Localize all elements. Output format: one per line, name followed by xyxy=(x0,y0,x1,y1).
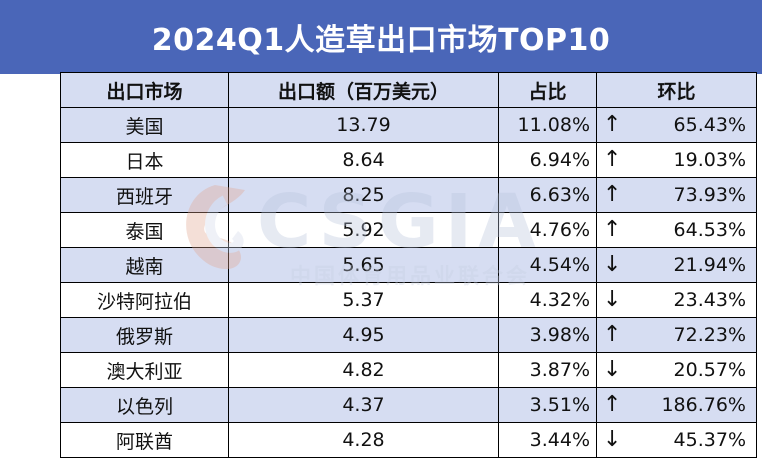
table-body: 美国 13.79 11.08% ↑ 65.43% 日本 8.64 6.94% ↑ 19.03% 西班… xyxy=(60,107,757,458)
cell-change-value: 19.03% xyxy=(673,149,746,171)
cell-change: ↓ 20.57% xyxy=(596,352,757,388)
arrow-up-icon: ↑ xyxy=(603,147,622,172)
cell-market: 以色列 xyxy=(60,387,229,423)
cell-change-value: 186.76% xyxy=(661,394,746,416)
cell-market: 美国 xyxy=(60,107,229,143)
cell-share: 4.54% xyxy=(498,247,597,283)
cell-share: 4.76% xyxy=(498,212,597,248)
cell-change: ↑ 19.03% xyxy=(596,142,757,178)
column-header-market: 出口市场 xyxy=(60,72,229,108)
cell-value: 8.25 xyxy=(228,177,499,213)
table-row: 日本 8.64 6.94% ↑ 19.03% xyxy=(60,142,757,178)
cell-value: 13.79 xyxy=(228,107,499,143)
cell-share: 4.32% xyxy=(498,282,597,318)
column-header-change: 环比 xyxy=(596,72,757,108)
table-row: 阿联酋 4.28 3.44% ↓ 45.37% xyxy=(60,422,757,458)
cell-share: 3.44% xyxy=(498,422,597,458)
cell-change: ↑ 72.23% xyxy=(596,317,757,353)
column-header-value: 出口额（百万美元） xyxy=(228,72,499,108)
cell-change-value: 72.23% xyxy=(673,324,746,346)
cell-change: ↑ 64.53% xyxy=(596,212,757,248)
cell-change: ↑ 186.76% xyxy=(596,387,757,423)
cell-value: 4.95 xyxy=(228,317,499,353)
cell-change: ↓ 23.43% xyxy=(596,282,757,318)
cell-value: 4.37 xyxy=(228,387,499,423)
cell-value: 5.92 xyxy=(228,212,499,248)
cell-change-value: 20.57% xyxy=(673,359,746,381)
cell-share: 3.98% xyxy=(498,317,597,353)
cell-change-value: 73.93% xyxy=(673,184,746,206)
cell-market: 俄罗斯 xyxy=(60,317,229,353)
cell-share: 6.94% xyxy=(498,142,597,178)
cell-change: ↑ 73.93% xyxy=(596,177,757,213)
chart-title: 2024Q1人造草出口市场TOP10 xyxy=(0,0,762,74)
arrow-down-icon: ↓ xyxy=(603,287,622,312)
cell-value: 4.28 xyxy=(228,422,499,458)
table-row: 越南 5.65 4.54% ↓ 21.94% xyxy=(60,247,757,283)
cell-market: 沙特阿拉伯 xyxy=(60,282,229,318)
cell-change-value: 21.94% xyxy=(673,254,746,276)
table-row: 美国 13.79 11.08% ↑ 65.43% xyxy=(60,107,757,143)
cell-share: 11.08% xyxy=(498,107,597,143)
cell-market: 日本 xyxy=(60,142,229,178)
cell-change: ↑ 65.43% xyxy=(596,107,757,143)
cell-share: 3.51% xyxy=(498,387,597,423)
cell-share: 3.87% xyxy=(498,352,597,388)
table-row: 沙特阿拉伯 5.37 4.32% ↓ 23.43% xyxy=(60,282,757,318)
cell-value: 5.65 xyxy=(228,247,499,283)
cell-change: ↓ 45.37% xyxy=(596,422,757,458)
arrow-up-icon: ↑ xyxy=(603,322,622,347)
cell-value: 4.82 xyxy=(228,352,499,388)
cell-value: 8.64 xyxy=(228,142,499,178)
cell-change-value: 65.43% xyxy=(673,114,746,136)
cell-change-value: 45.37% xyxy=(673,429,746,451)
arrow-down-icon: ↓ xyxy=(603,427,622,452)
column-header-share: 占比 xyxy=(498,72,597,108)
cell-value: 5.37 xyxy=(228,282,499,318)
cell-market: 越南 xyxy=(60,247,229,283)
table-row: 俄罗斯 4.95 3.98% ↑ 72.23% xyxy=(60,317,757,353)
cell-market: 泰国 xyxy=(60,212,229,248)
cell-change: ↓ 21.94% xyxy=(596,247,757,283)
cell-share: 6.63% xyxy=(498,177,597,213)
cell-change-value: 23.43% xyxy=(673,289,746,311)
cell-market: 阿联酋 xyxy=(60,422,229,458)
table-header-row: 出口市场 出口额（百万美元） 占比 环比 xyxy=(60,72,757,108)
table-row: 以色列 4.37 3.51% ↑ 186.76% xyxy=(60,387,757,423)
arrow-up-icon: ↑ xyxy=(603,112,622,137)
table-row: 西班牙 8.25 6.63% ↑ 73.93% xyxy=(60,177,757,213)
table-row: 澳大利亚 4.82 3.87% ↓ 20.57% xyxy=(60,352,757,388)
arrow-down-icon: ↓ xyxy=(603,357,622,382)
arrow-down-icon: ↓ xyxy=(603,252,622,277)
data-table: 出口市场 出口额（百万美元） 占比 环比 美国 13.79 11.08% ↑ 65.43… xyxy=(60,72,757,458)
arrow-up-icon: ↑ xyxy=(603,182,622,207)
table-row: 泰国 5.92 4.76% ↑ 64.53% xyxy=(60,212,757,248)
cell-market: 西班牙 xyxy=(60,177,229,213)
cell-change-value: 64.53% xyxy=(673,219,746,241)
arrow-up-icon: ↑ xyxy=(603,392,622,417)
cell-market: 澳大利亚 xyxy=(60,352,229,388)
arrow-up-icon: ↑ xyxy=(603,217,622,242)
